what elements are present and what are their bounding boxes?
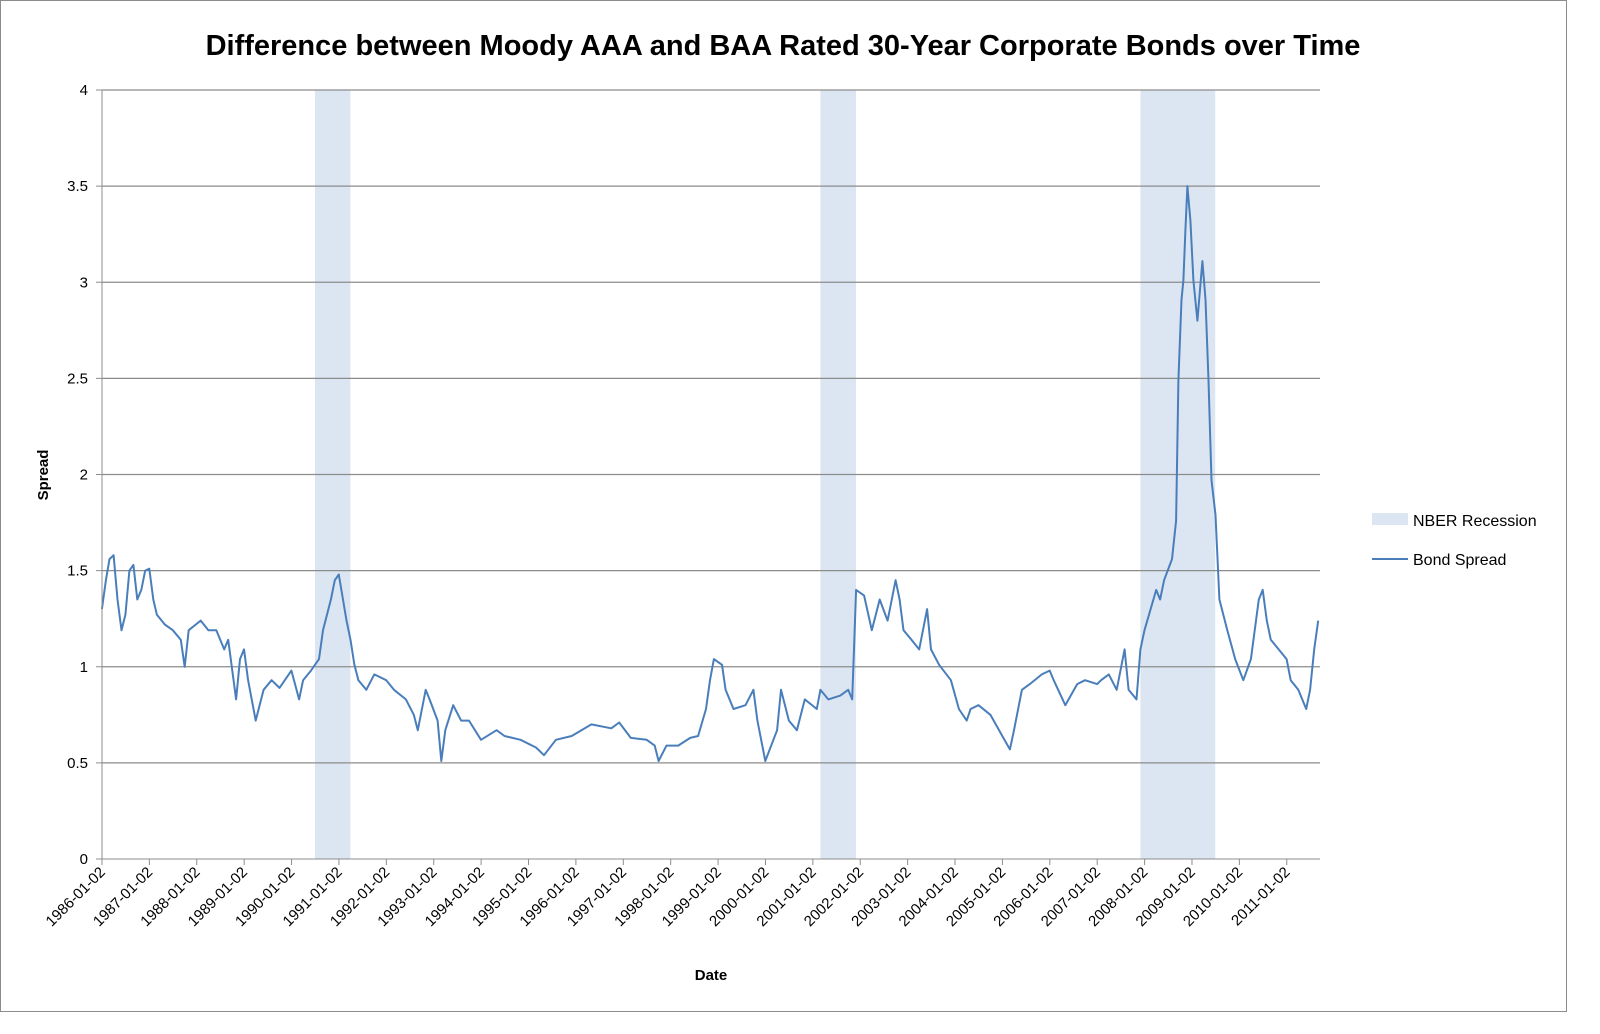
legend-label-bond-spread: Bond Spread (1413, 552, 1506, 569)
series-line-bond-spread (100, 185, 1320, 762)
y-tick-label: 3.5 (67, 178, 88, 195)
legend-swatch-recession (1372, 513, 1408, 525)
y-tick-label: 2.5 (67, 370, 88, 387)
chart-border (0, 0, 1567, 1012)
y-tick-label: 3 (80, 274, 88, 291)
x-axis-label: Date (695, 967, 728, 984)
y-tick-label: 1 (80, 659, 88, 676)
y-tick-label: 2 (80, 467, 88, 484)
chart-title: Difference between Moody AAA and BAA Rat… (206, 30, 1361, 62)
y-tick-label: 4 (80, 82, 88, 99)
y-tick-label: 0.5 (67, 755, 88, 772)
gridlines (102, 89, 1320, 764)
legend-label-recession: NBER Recession (1413, 513, 1537, 530)
y-axis-label: Spread (35, 450, 52, 501)
y-axis-ticks: 0 0.5 1 1.5 2 2.5 3 3.5 4 (67, 82, 102, 868)
legend: NBER Recession Bond Spread (1372, 513, 1537, 569)
y-tick-label: 1.5 (67, 563, 88, 580)
y-tick-label: 0 (80, 851, 88, 868)
